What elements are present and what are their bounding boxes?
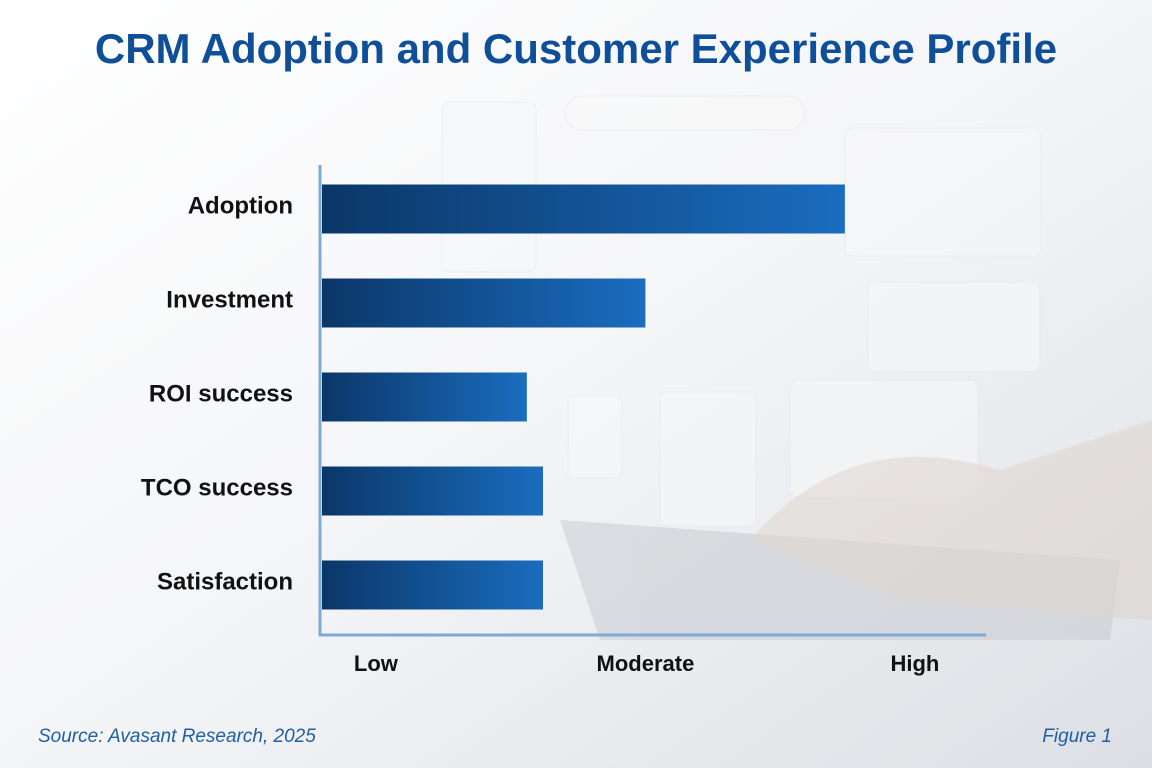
source-note: Source: Avasant Research, 2025: [38, 726, 316, 747]
bar: [322, 372, 527, 422]
chart-title: CRM Adoption and Customer Experience Pro…: [95, 25, 1057, 72]
category-label: Investment: [166, 286, 293, 313]
bar: [322, 560, 543, 610]
figure-label: Figure 1: [1042, 726, 1112, 747]
x-tick-label: Low: [354, 651, 399, 676]
category-label: ROI success: [149, 380, 293, 407]
x-tick-label: High: [890, 651, 939, 676]
background-decor: [441, 95, 1152, 640]
category-label: Adoption: [188, 192, 293, 219]
category-label: TCO success: [141, 474, 293, 501]
category-label: Satisfaction: [157, 568, 293, 595]
bar: [322, 466, 543, 516]
x-tick-label: Moderate: [597, 651, 695, 676]
bar: [322, 184, 845, 234]
bar: [322, 278, 646, 328]
